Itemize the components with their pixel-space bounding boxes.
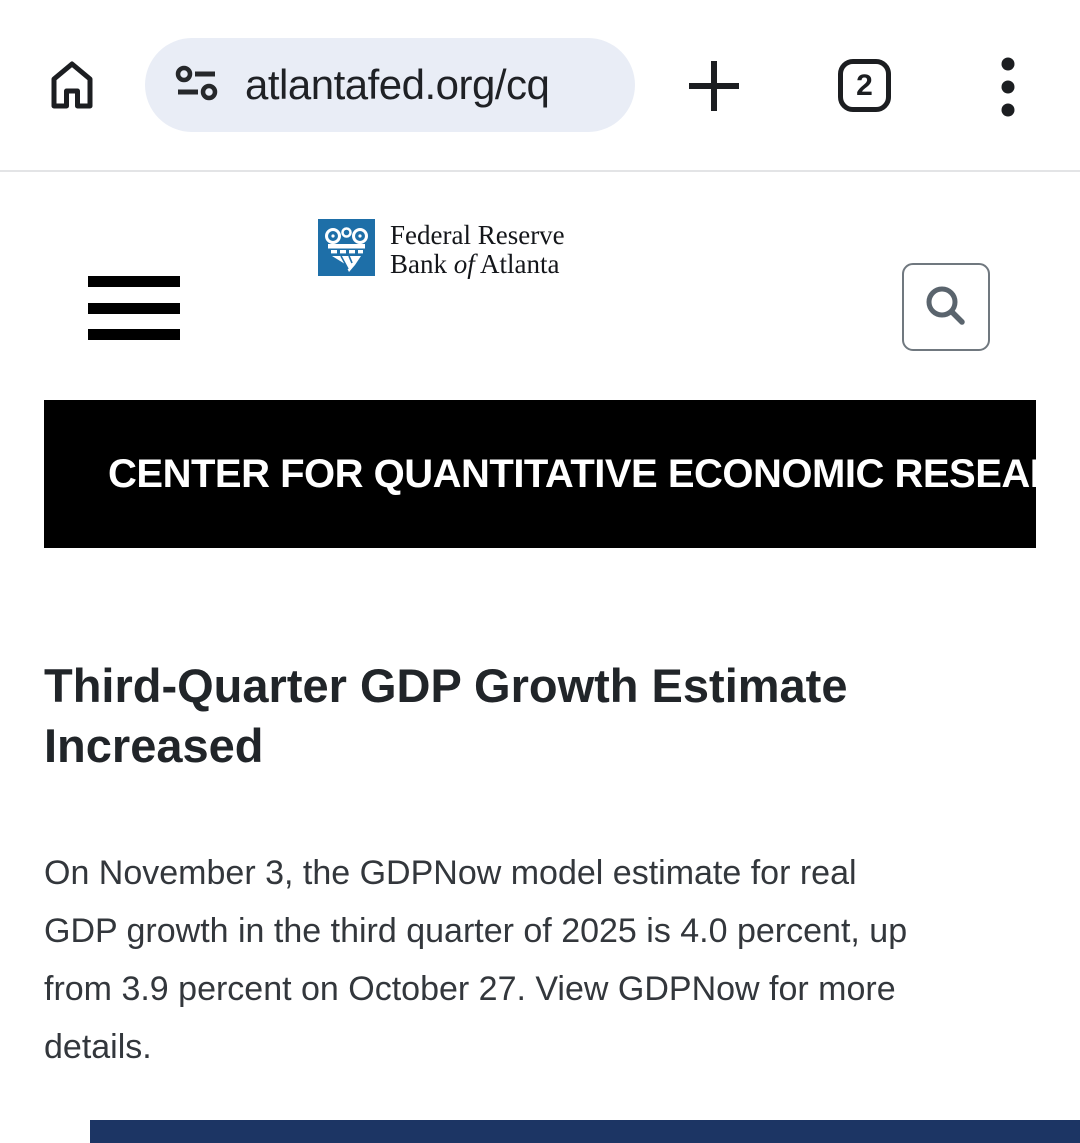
new-tab-button[interactable] — [686, 58, 742, 114]
logo-wordmark: Federal Reserve Bank of Atlanta — [390, 220, 565, 279]
atlanta-fed-logo[interactable]: Federal Reserve Bank of Atlanta — [318, 219, 565, 279]
site-nav-menu-button[interactable] — [88, 276, 180, 340]
fed-column-logo-icon — [318, 219, 375, 276]
cqer-banner-label: CENTER FOR QUANTITATIVE ECONOMIC RESEARC… — [108, 451, 1080, 496]
next-section-navy-band — [90, 1120, 1080, 1143]
site-settings-icon[interactable] — [175, 61, 219, 110]
kebab-menu-icon — [1000, 57, 1016, 120]
browser-toolbar: atlantafed.org/cq 2 — [0, 0, 1080, 170]
tab-switcher-button[interactable]: 2 — [838, 59, 891, 112]
browser-menu-button[interactable] — [999, 57, 1017, 117]
search-icon — [921, 281, 971, 334]
cqer-section-banner: CENTER FOR QUANTITATIVE ECONOMIC RESEARC… — [44, 400, 1080, 548]
tab-count: 2 — [856, 68, 873, 102]
body-line: details. — [44, 1028, 152, 1066]
plus-icon — [686, 61, 742, 117]
toolbar-separator — [0, 170, 1080, 172]
home-icon — [44, 61, 100, 117]
search-button[interactable] — [902, 263, 990, 351]
home-button[interactable] — [44, 56, 100, 114]
body-line: GDP growth in the third quarter of 2025 … — [44, 912, 908, 950]
address-bar[interactable]: atlantafed.org/cq — [145, 38, 635, 132]
article-heading: Third-Quarter GDP Growth Estimate Increa… — [44, 659, 848, 772]
url-text: atlantafed.org/cq — [245, 61, 550, 108]
body-line: On November 3, the GDPNow model estimate… — [44, 854, 857, 892]
body-line: from 3.9 percent on October 27. View GDP… — [44, 970, 896, 1008]
article-body-paragraph: On November 3, the GDPNow model estimate… — [44, 844, 1054, 1076]
